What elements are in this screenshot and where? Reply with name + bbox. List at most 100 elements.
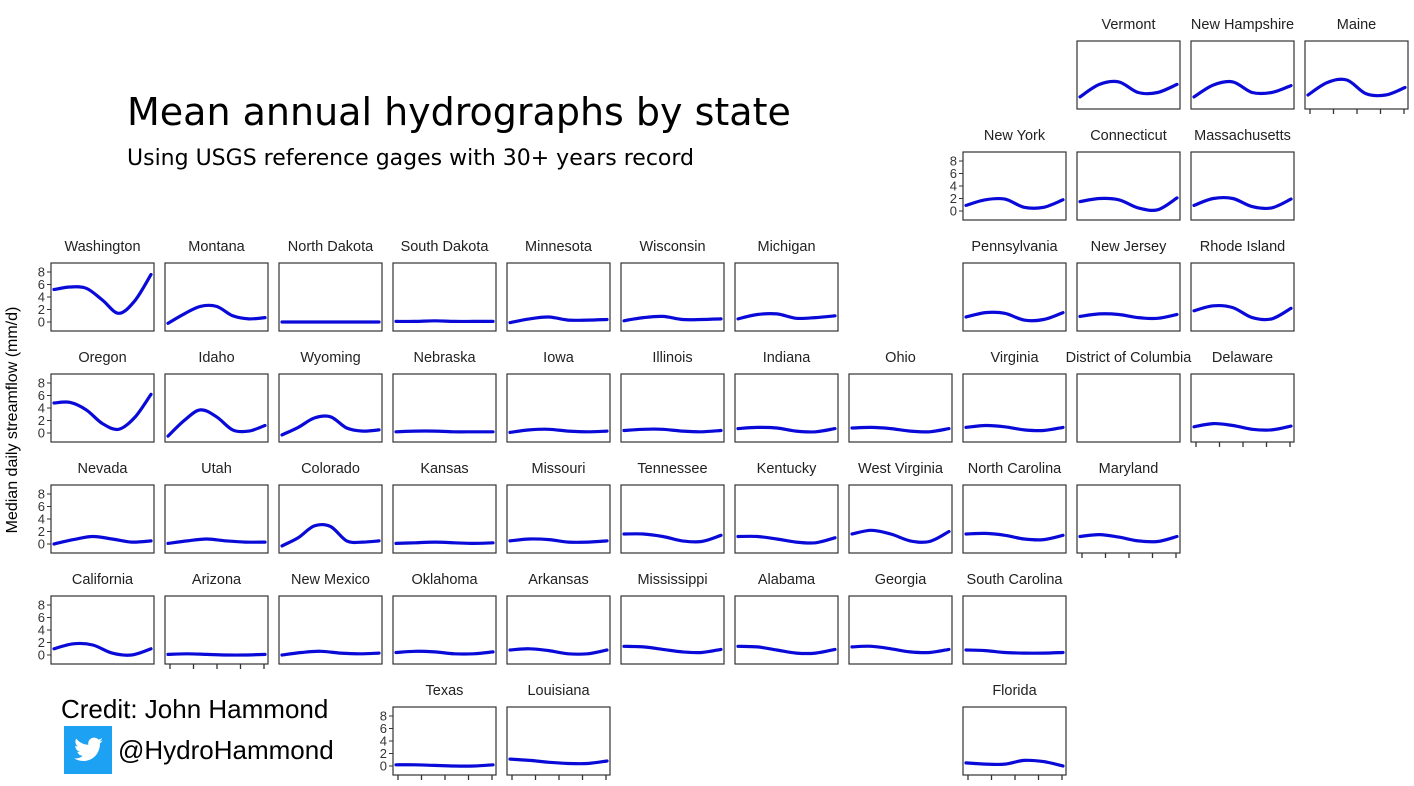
twitter-handle: @HydroHammond [118, 734, 334, 765]
hydrograph-line [622, 644, 723, 655]
hydrograph-line [394, 319, 495, 324]
panel-georgia: Georgia [848, 572, 953, 665]
hydrograph-line [52, 534, 153, 546]
panel-mississippi: Mississippi [620, 572, 725, 665]
y-tick-label: 8 [38, 265, 45, 280]
panel-indiana: Indiana [734, 350, 839, 443]
hydrograph-line [622, 314, 723, 323]
panel-title: Texas [426, 683, 464, 699]
panel-frame [848, 595, 953, 665]
panel-title: Massachusetts [1194, 128, 1291, 144]
panel-title: Arizona [192, 572, 242, 588]
panel-title: West Virginia [858, 461, 944, 477]
panel-frame [1076, 151, 1181, 221]
hydrograph-line [394, 540, 495, 546]
panel-iowa: Iowa [506, 350, 611, 443]
panel-frame [278, 373, 383, 443]
y-tick-label: 2 [38, 524, 45, 539]
panel-title: Maine [1337, 17, 1377, 33]
panel-frame [1190, 40, 1295, 110]
panel-title: Minnesota [525, 239, 593, 255]
hydrograph-line [508, 647, 609, 656]
panel-title: Pennsylvania [971, 239, 1058, 255]
panel-pennsylvania: Pennsylvania [962, 239, 1067, 332]
panel-title: Idaho [198, 350, 234, 366]
hydrograph-line [508, 537, 609, 544]
panel-frame [734, 262, 839, 332]
hydrograph-line [394, 429, 495, 434]
hydrograph-line [508, 315, 609, 325]
panel-frame [1076, 373, 1181, 443]
y-tick-label: 2 [38, 413, 45, 428]
hydrograph-line [52, 641, 153, 657]
y-tick-label: 8 [380, 709, 387, 724]
panel-north-dakota: North Dakota [278, 239, 383, 332]
twitter-bird-shape [74, 737, 103, 761]
hydrograph-line [508, 427, 609, 434]
panel-title: New Hampshire [1191, 17, 1294, 33]
panel-arizona: Arizona [164, 572, 269, 669]
y-tick-label: 2 [38, 302, 45, 317]
y-tick-label: 0 [380, 759, 387, 774]
panel-title: Ohio [885, 350, 916, 366]
panel-connecticut: Connecticut [1076, 128, 1181, 221]
panel-title: Iowa [543, 350, 575, 366]
panel-title: Oregon [78, 350, 126, 366]
y-tick-label: 0 [38, 648, 45, 663]
hydrograph-line [964, 310, 1065, 323]
panel-title: Michigan [757, 239, 815, 255]
hydrograph-line [736, 644, 837, 656]
panel-idaho: Idaho [164, 350, 269, 443]
y-tick-label: 6 [38, 388, 45, 403]
hydrograph-line [622, 532, 723, 544]
hydrograph-line [964, 196, 1065, 210]
hydrograph-line [508, 757, 609, 766]
panel-kentucky: Kentucky [734, 461, 839, 554]
panel-title: Connecticut [1090, 128, 1167, 144]
hydrograph-line [166, 303, 267, 325]
panel-maine: Maine [1304, 17, 1409, 114]
y-tick-label: 6 [38, 610, 45, 625]
y-tick-label: 2 [950, 191, 957, 206]
credit-text: Credit: John Hammond [61, 694, 329, 724]
panel-florida: Florida [962, 683, 1067, 780]
panel-title: Arkansas [528, 572, 588, 588]
y-tick-label: 6 [38, 277, 45, 292]
panel-new-jersey: New Jersey [1076, 239, 1181, 332]
hydrograph-line [166, 537, 267, 545]
panel-utah: Utah [164, 461, 269, 554]
panel-title: Wisconsin [639, 239, 705, 255]
panel-title: Alabama [758, 572, 816, 588]
panel-frame [164, 262, 269, 332]
y-tick-label: 0 [38, 426, 45, 441]
y-tick-label: 8 [950, 154, 957, 169]
panel-south-carolina: South Carolina [962, 572, 1067, 665]
hydrograph-line [850, 425, 951, 434]
panel-south-dakota: South Dakota [392, 239, 497, 332]
hydrograph-line [964, 758, 1065, 768]
hydrograph-line [394, 763, 495, 768]
panel-title: Mississippi [637, 572, 707, 588]
hydrograph-line [1078, 312, 1179, 321]
panel-frame [962, 151, 1067, 221]
hydrograph-line [964, 423, 1065, 433]
y-tick-label: 0 [38, 537, 45, 552]
panel-maryland: Maryland [1076, 461, 1181, 558]
panel-vermont: Vermont [1076, 17, 1181, 110]
panel-new-hampshire: New Hampshire [1190, 17, 1295, 110]
panel-frame [1190, 151, 1295, 221]
panel-title: Kentucky [757, 461, 817, 477]
panel-frame [1190, 373, 1295, 443]
panel-alabama: Alabama [734, 572, 839, 665]
panel-title: California [72, 572, 134, 588]
hydrograph-line [1078, 79, 1179, 99]
panel-arkansas: Arkansas [506, 572, 611, 665]
panel-frame [1076, 484, 1181, 554]
panel-frame [1076, 40, 1181, 110]
panel-frame [620, 484, 725, 554]
panel-title: Oklahoma [411, 572, 478, 588]
